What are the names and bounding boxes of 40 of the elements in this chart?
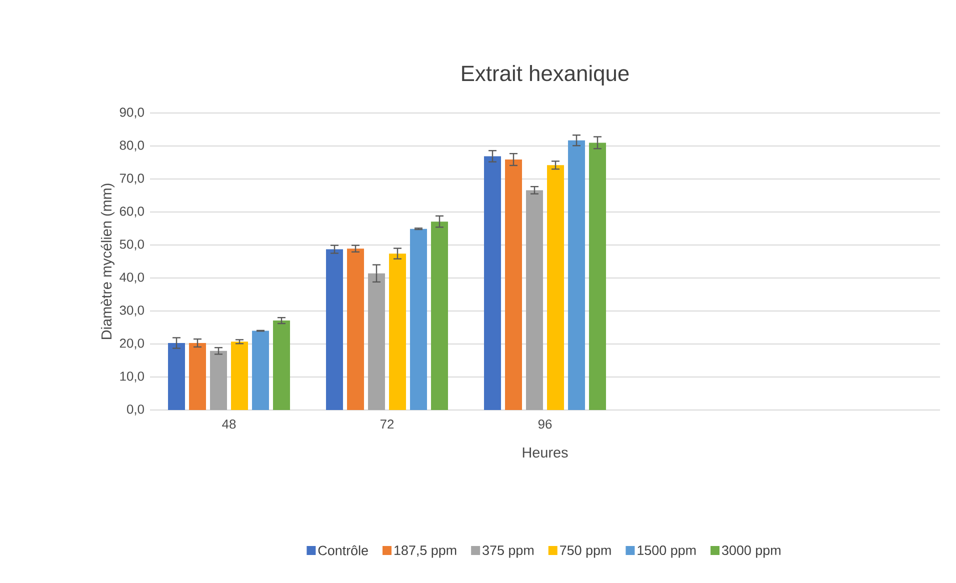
bar (410, 228, 428, 410)
y-tick-label: 40,0 (120, 272, 144, 284)
legend-label: 187,5 ppm (394, 546, 456, 558)
y-tick-label: 70,0 (120, 174, 144, 184)
legend-label: 375 ppm (482, 546, 534, 558)
chart-title: Extrait hexanique (462, 65, 629, 86)
bar (210, 350, 228, 410)
bar (505, 160, 522, 410)
bar (547, 165, 564, 410)
x-tick-label: 96 (538, 420, 552, 429)
bar (347, 248, 364, 410)
x-axis-title: Heures (522, 448, 568, 458)
bar (273, 320, 290, 410)
y-tick-label: 20,0 (120, 338, 144, 350)
legend-label: 3000 ppm (722, 546, 780, 558)
legend-label: Contrôle (318, 545, 368, 556)
bar (252, 330, 270, 410)
y-tick-label: 50,0 (120, 240, 144, 250)
y-tick-label: 60,0 (120, 206, 144, 218)
bar (589, 142, 606, 410)
bar (231, 342, 248, 410)
bar (168, 343, 186, 410)
x-tick-label: 48 (222, 420, 236, 429)
y-axis-title: Diamètre mycélien (mm) (100, 184, 114, 339)
bar (189, 343, 206, 410)
bar (484, 156, 502, 410)
y-tick-label: 90,0 (120, 108, 144, 118)
bar (568, 140, 586, 410)
y-tick-label: 0,0 (126, 404, 144, 416)
y-tick-label: 30,0 (120, 306, 144, 316)
bar (326, 249, 344, 410)
bar (431, 222, 448, 410)
y-tick-label: 10,0 (120, 372, 144, 382)
bar (526, 190, 544, 410)
legend-label: 750 ppm (560, 546, 611, 558)
bar (389, 254, 406, 410)
x-tick-label: 72 (380, 420, 394, 429)
y-tick-label: 80,0 (120, 140, 144, 152)
bar (368, 273, 386, 410)
legend-label: 1500 ppm (638, 546, 696, 558)
